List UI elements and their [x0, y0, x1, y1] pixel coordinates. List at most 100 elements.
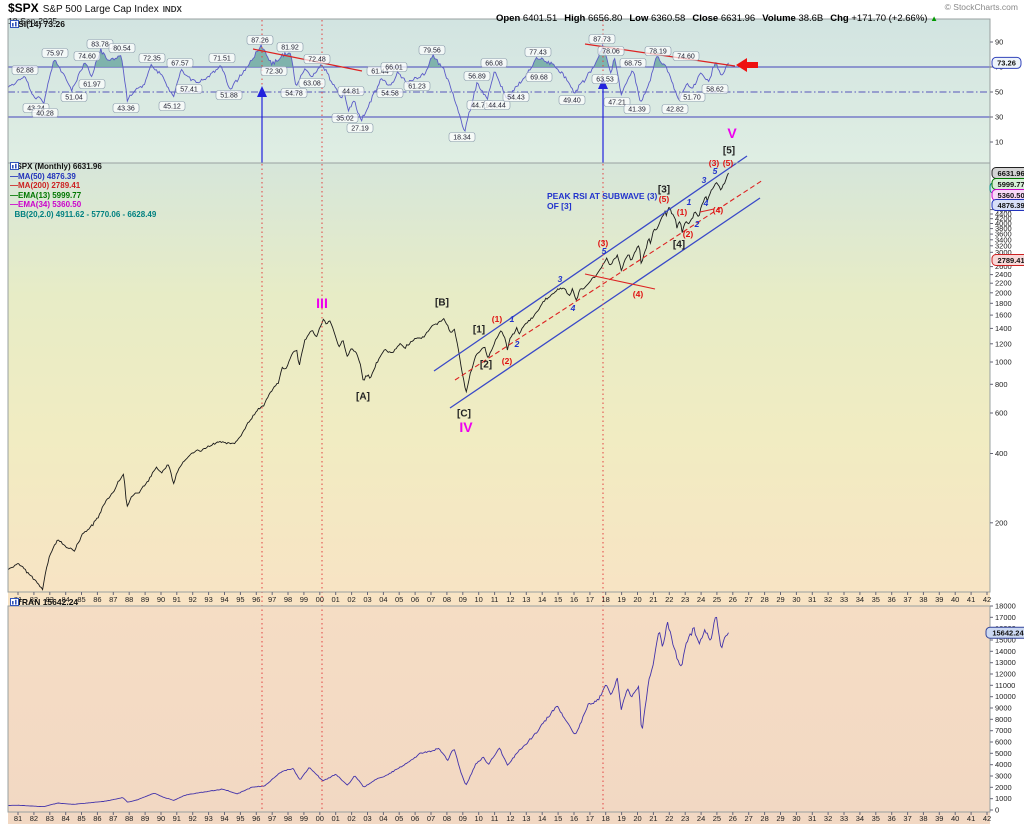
wave-label: 3	[701, 175, 707, 185]
tran-y-label: 12000	[995, 670, 1016, 679]
x-tick-label: 36	[888, 814, 896, 823]
rsi-legend-text: RSI(14) 73.26	[12, 19, 65, 29]
exchange-label: INDX	[162, 5, 182, 14]
trendline-red	[584, 273, 656, 290]
wave-label: (1)	[676, 207, 688, 217]
x-tick-label: 21	[649, 595, 657, 604]
x-tick-label: 37	[903, 595, 911, 604]
x-tick-label: 00	[316, 814, 324, 823]
wave-label: (2)	[501, 356, 513, 366]
svg-text:18.34: 18.34	[453, 135, 471, 142]
peak-rsi-annotation: PEAK RSI AT SUBWAVE (3) OF [3]	[547, 191, 658, 211]
wave-label: (3)	[708, 158, 720, 168]
x-tick-label: 94	[220, 814, 228, 823]
spx-y-label: 1800	[995, 299, 1012, 308]
wave-label: (5)	[658, 194, 670, 204]
svg-text:61.97: 61.97	[83, 82, 101, 89]
quote-label: Close	[692, 13, 719, 24]
tran-y-label: 6000	[995, 738, 1012, 747]
x-tick-label: 23	[681, 814, 689, 823]
rsi-peak-label: 51.04	[60, 92, 88, 102]
x-tick-label: 02	[347, 814, 355, 823]
x-tick-label: 89	[141, 595, 149, 604]
x-tick-label: 30	[792, 595, 800, 604]
x-tick-label: 05	[395, 814, 403, 823]
spx-y-label: 3200	[995, 241, 1012, 250]
x-tick-label: 04	[379, 595, 387, 604]
spx-y-label: 200	[995, 518, 1008, 527]
svg-text:49.40: 49.40	[563, 98, 581, 105]
rsi-y-label: 10	[995, 138, 1003, 147]
x-tick-label: 19	[617, 595, 625, 604]
svg-text:43.36: 43.36	[117, 106, 135, 113]
spx-y-label: 3600	[995, 230, 1012, 239]
left-arrow-icon	[736, 58, 758, 72]
rsi-peak-label: 44.44	[483, 100, 511, 110]
svg-text:6631.96: 6631.96	[998, 169, 1024, 178]
x-tick-label: 83	[46, 595, 54, 604]
spx-y-label: 1000	[995, 358, 1012, 367]
svg-text:41.39: 41.39	[628, 107, 646, 114]
svg-text:61.23: 61.23	[408, 84, 426, 91]
price-tag: 5999.77	[991, 178, 1024, 190]
x-tick-label: 27	[745, 814, 753, 823]
symbol-name: S&P 500 Large Cap Index	[42, 4, 159, 15]
peak-rsi-annotation-line1: PEAK RSI AT SUBWAVE (3)	[547, 191, 658, 201]
x-tick-label: 14	[538, 595, 546, 604]
spx-y-label: 4000	[995, 219, 1012, 228]
rsi-peak-label: 66.01	[380, 62, 408, 72]
x-tick-label: 33	[840, 814, 848, 823]
svg-text:54.43: 54.43	[507, 95, 525, 102]
rsi-peak-label: 51.88	[215, 90, 243, 100]
spx-y-label: 1200	[995, 339, 1012, 348]
x-tick-label: 08	[443, 595, 451, 604]
price-tag: 4876.39	[991, 199, 1024, 211]
rsi-peak-label: 61.23	[403, 81, 431, 91]
wave-label: 1	[509, 314, 515, 324]
quote-label: Low	[629, 13, 649, 24]
rsi-peak-label: 72.30	[260, 66, 288, 76]
rsi-peak-label: 72.35	[138, 53, 166, 63]
x-tick-label: 12	[506, 814, 514, 823]
svg-text:73.26: 73.26	[997, 59, 1016, 68]
svg-text:63.08: 63.08	[303, 81, 321, 88]
wave-label: (1)	[491, 314, 503, 324]
x-tick-label: 03	[363, 814, 371, 823]
stockcharts-credit: © StockCharts.com	[944, 2, 1018, 12]
x-tick-label: 92	[189, 814, 197, 823]
tran-legend: $TRAN 15642.24	[10, 597, 78, 608]
wave-label: [5]	[722, 145, 736, 157]
svg-text:15642.24: 15642.24	[992, 629, 1024, 638]
rsi-peak-label: 78.19	[644, 46, 672, 56]
tran-y-label: 11000	[995, 681, 1015, 690]
quote-value: 6401.51	[522, 13, 558, 24]
x-tick-label: 85	[77, 814, 85, 823]
rsi-peak-label: 74.60	[672, 51, 700, 61]
svg-text:74.60: 74.60	[677, 54, 695, 61]
svg-text:45.12: 45.12	[163, 104, 181, 111]
wave-label: [4]	[672, 239, 686, 251]
x-tick-label: 19	[617, 814, 625, 823]
spx-y-label: 4200	[995, 214, 1012, 223]
x-tick-label: 15	[554, 814, 562, 823]
svg-text:72.35: 72.35	[143, 56, 161, 63]
rsi-peak-label: 75.97	[41, 48, 69, 58]
svg-text:77.43: 77.43	[529, 50, 547, 57]
x-tick-label: 10	[475, 595, 483, 604]
rsi-peak-label: 87.73	[588, 34, 616, 44]
wave-label: [A]	[356, 391, 370, 403]
x-tick-label: 33	[840, 595, 848, 604]
svg-text:80.54: 80.54	[113, 46, 131, 53]
rsi-peak-label: 54.58	[376, 88, 404, 98]
x-tick-label: 14	[538, 814, 546, 823]
svg-text:79.56: 79.56	[423, 48, 441, 55]
rsi-peak-label: 72.48	[303, 54, 331, 64]
wave-label: III	[316, 295, 328, 311]
rsi-peak-label: 49.40	[558, 95, 586, 105]
tran-y-label: 18000	[995, 602, 1016, 611]
rsi-peak-label: 61.97	[78, 79, 106, 89]
overlay-legend-item: BB(20,2.0) 4911.62 - 5770.06 - 6628.49	[10, 209, 157, 219]
spx-y-label: 1600	[995, 311, 1012, 320]
rsi-peak-label: 62.88	[11, 65, 39, 75]
